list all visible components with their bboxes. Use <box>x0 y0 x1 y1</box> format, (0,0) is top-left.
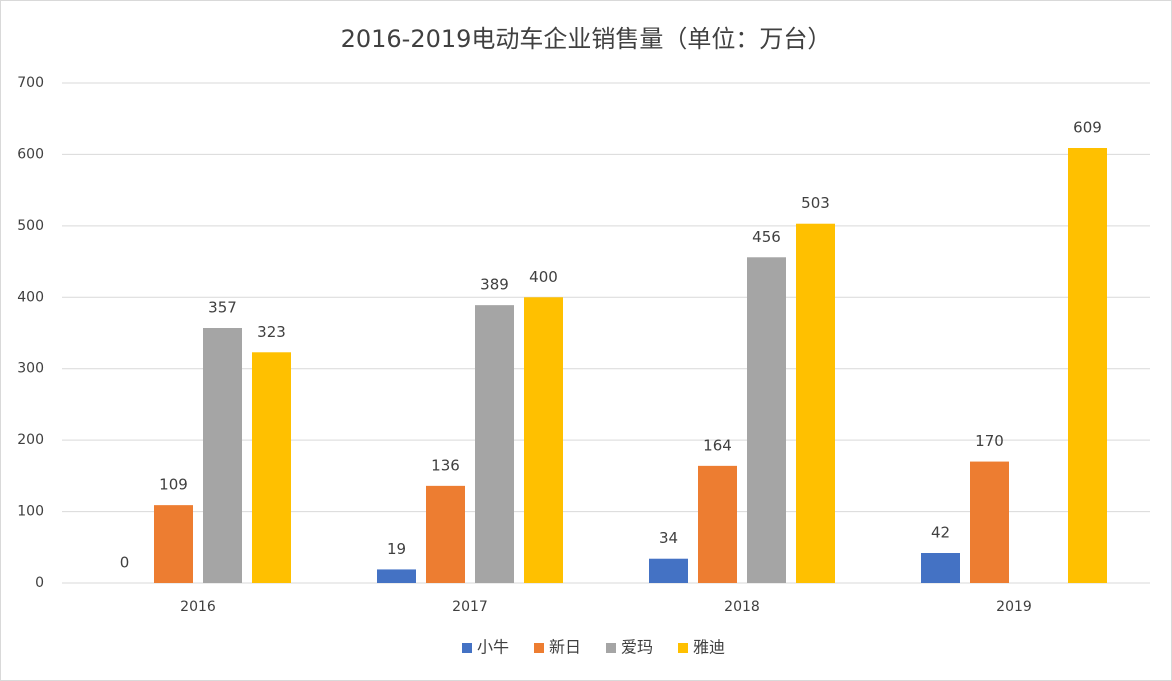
data-label: 164 <box>703 436 732 454</box>
bar <box>426 485 465 583</box>
data-label: 34 <box>659 529 678 547</box>
data-label: 136 <box>431 456 460 474</box>
x-tick-label: 2019 <box>996 599 1032 615</box>
legend-label: 小牛 <box>477 638 509 657</box>
data-label: 19 <box>387 540 406 558</box>
data-label: 323 <box>257 323 286 341</box>
x-tick-label: 2018 <box>724 599 760 615</box>
legend-swatch <box>606 643 616 653</box>
data-label: 609 <box>1073 119 1102 137</box>
bar <box>698 465 737 583</box>
legend-swatch <box>678 643 688 653</box>
y-tick-label: 400 <box>17 289 44 305</box>
bar <box>796 223 835 583</box>
x-tick-label: 2016 <box>180 599 216 615</box>
y-tick-label: 300 <box>17 361 44 377</box>
data-label: 170 <box>975 432 1004 450</box>
bar <box>524 297 563 583</box>
legend-swatch <box>462 643 472 653</box>
bar <box>377 569 416 583</box>
y-tick-label: 200 <box>17 432 44 448</box>
x-tick-label: 2017 <box>452 599 488 615</box>
legend-label: 爱玛 <box>621 638 653 657</box>
data-label: 109 <box>159 476 188 494</box>
y-tick-label: 700 <box>17 75 44 91</box>
bar <box>747 257 786 583</box>
legend-swatch <box>534 643 544 653</box>
chart-title: 2016-2019电动车企业销售量（单位：万台） <box>341 25 832 53</box>
bar <box>154 505 193 583</box>
data-label: 42 <box>931 524 950 542</box>
bar <box>970 461 1009 583</box>
y-tick-label: 600 <box>17 146 44 162</box>
y-tick-label: 500 <box>17 218 44 234</box>
bar <box>649 558 688 583</box>
data-label: 503 <box>801 194 830 212</box>
data-label: 357 <box>208 299 237 317</box>
data-label: 456 <box>752 228 781 246</box>
y-tick-label: 0 <box>35 575 44 591</box>
bar <box>252 352 291 583</box>
y-tick-label: 100 <box>17 504 44 520</box>
data-label: 400 <box>529 268 558 286</box>
bar <box>921 553 960 583</box>
bar <box>475 305 514 583</box>
bar <box>203 328 242 583</box>
legend-label: 新日 <box>549 638 581 657</box>
data-label: 0 <box>120 554 130 572</box>
legend-label: 雅迪 <box>693 638 725 657</box>
data-label: 389 <box>480 276 509 294</box>
bar <box>1068 148 1107 583</box>
